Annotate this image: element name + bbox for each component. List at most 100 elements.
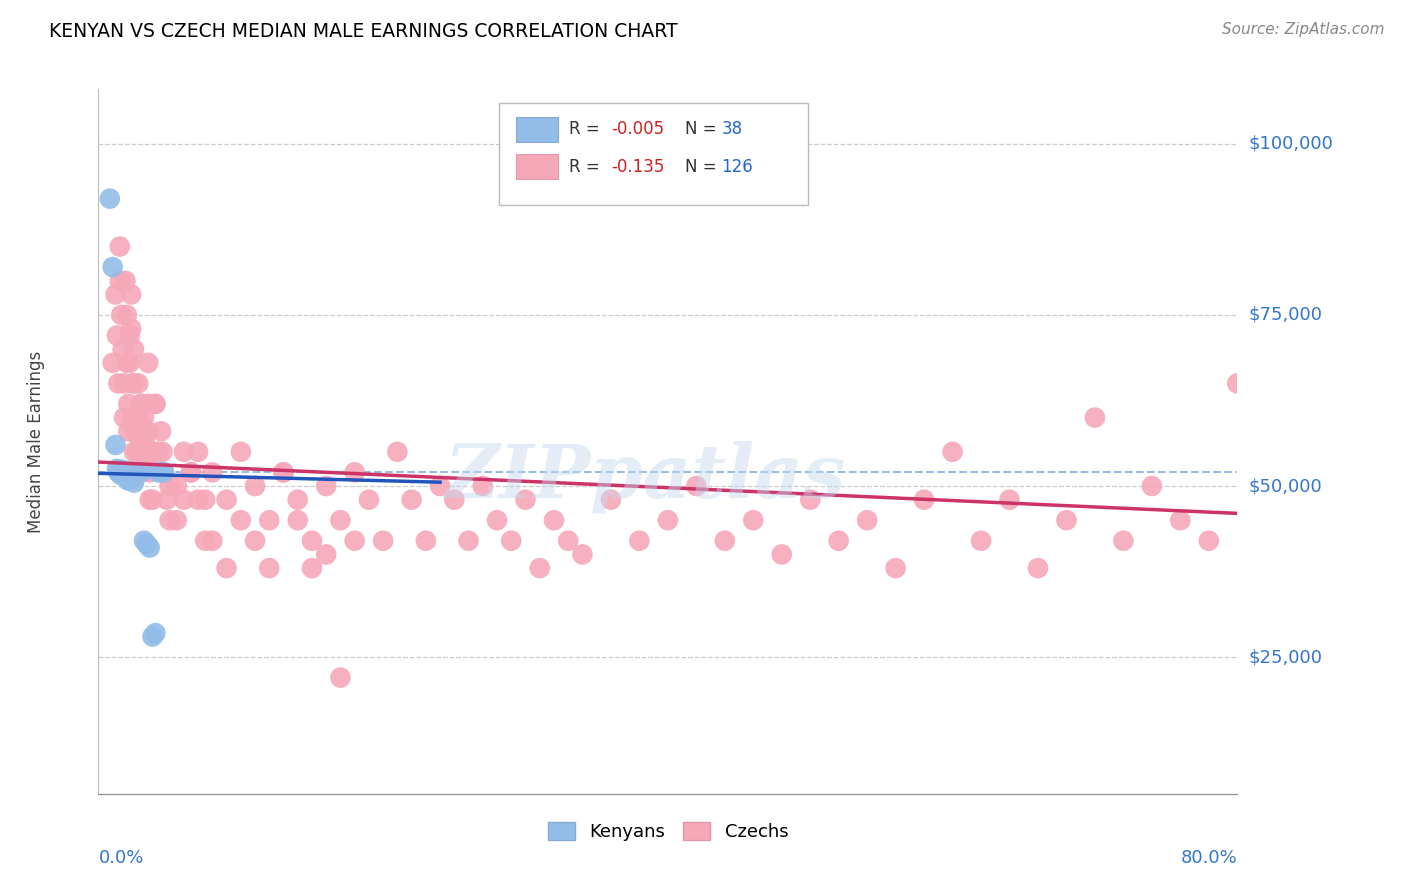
- Point: [1026, 561, 1049, 575]
- Point: [471, 479, 494, 493]
- Point: [429, 479, 451, 493]
- Point: [166, 513, 188, 527]
- Point: [145, 626, 167, 640]
- Point: [273, 466, 295, 480]
- Point: [148, 466, 170, 480]
- Point: [135, 537, 157, 551]
- Point: [118, 469, 141, 483]
- Point: [141, 630, 163, 644]
- Point: [127, 410, 149, 425]
- Point: [457, 533, 479, 548]
- Point: [229, 513, 252, 527]
- Point: [1084, 410, 1107, 425]
- Point: [156, 492, 179, 507]
- Point: [120, 466, 142, 480]
- Point: [136, 397, 159, 411]
- Point: [315, 548, 337, 562]
- Point: [107, 376, 129, 391]
- Point: [229, 445, 252, 459]
- Point: [114, 466, 136, 480]
- Point: [856, 513, 879, 527]
- Point: [1198, 533, 1220, 548]
- Point: [124, 466, 146, 480]
- Point: [215, 492, 238, 507]
- Point: [187, 445, 209, 459]
- Point: [329, 513, 352, 527]
- Point: [111, 467, 134, 482]
- Point: [557, 533, 579, 548]
- Point: [138, 492, 160, 507]
- Point: [129, 466, 152, 480]
- Point: [105, 328, 128, 343]
- Point: [131, 466, 153, 480]
- Point: [529, 561, 551, 575]
- Point: [1112, 533, 1135, 548]
- Point: [415, 533, 437, 548]
- Text: 80.0%: 80.0%: [1181, 848, 1237, 867]
- Text: -0.005: -0.005: [612, 120, 665, 138]
- Point: [153, 466, 176, 480]
- Point: [998, 492, 1021, 507]
- Point: [114, 274, 136, 288]
- Text: R =: R =: [569, 120, 606, 138]
- Point: [201, 533, 224, 548]
- Point: [118, 356, 141, 370]
- Point: [114, 468, 136, 483]
- Point: [148, 445, 170, 459]
- Point: [107, 466, 129, 480]
- Point: [150, 424, 173, 438]
- Point: [153, 466, 176, 480]
- Point: [122, 475, 145, 490]
- Text: -0.135: -0.135: [612, 158, 665, 176]
- Point: [501, 533, 523, 548]
- Point: [132, 533, 155, 548]
- Point: [108, 467, 131, 481]
- Point: [912, 492, 935, 507]
- Text: KENYAN VS CZECH MEDIAN MALE EARNINGS CORRELATION CHART: KENYAN VS CZECH MEDIAN MALE EARNINGS COR…: [49, 22, 678, 41]
- Point: [301, 561, 323, 575]
- Point: [194, 492, 217, 507]
- Point: [180, 466, 202, 480]
- Point: [136, 424, 159, 438]
- Text: Source: ZipAtlas.com: Source: ZipAtlas.com: [1222, 22, 1385, 37]
- Text: $75,000: $75,000: [1249, 306, 1323, 324]
- Point: [115, 308, 138, 322]
- Point: [259, 513, 281, 527]
- Text: 38: 38: [721, 120, 742, 138]
- Point: [121, 376, 143, 391]
- Point: [125, 424, 148, 438]
- Point: [134, 445, 156, 459]
- Point: [273, 466, 295, 480]
- Point: [152, 445, 174, 459]
- Point: [101, 356, 124, 370]
- Point: [139, 445, 162, 459]
- Point: [159, 479, 181, 493]
- Point: [543, 513, 565, 527]
- Text: N =: N =: [685, 120, 721, 138]
- Point: [243, 479, 266, 493]
- Point: [118, 328, 141, 343]
- Point: [970, 533, 993, 548]
- Point: [127, 466, 149, 480]
- Text: 126: 126: [721, 158, 754, 176]
- Point: [136, 356, 159, 370]
- Point: [259, 561, 281, 575]
- Point: [145, 397, 167, 411]
- Point: [122, 376, 145, 391]
- Point: [799, 492, 821, 507]
- Point: [127, 376, 149, 391]
- Legend: Kenyans, Czechs: Kenyans, Czechs: [540, 814, 796, 848]
- Point: [122, 342, 145, 356]
- Point: [166, 479, 188, 493]
- Point: [486, 513, 509, 527]
- Text: $50,000: $50,000: [1249, 477, 1323, 495]
- Point: [117, 424, 139, 438]
- Point: [117, 474, 139, 488]
- Point: [343, 533, 366, 548]
- Text: R =: R =: [569, 158, 606, 176]
- Point: [115, 472, 138, 486]
- Text: N =: N =: [685, 158, 721, 176]
- Point: [134, 438, 156, 452]
- Point: [138, 541, 160, 555]
- Point: [657, 513, 679, 527]
